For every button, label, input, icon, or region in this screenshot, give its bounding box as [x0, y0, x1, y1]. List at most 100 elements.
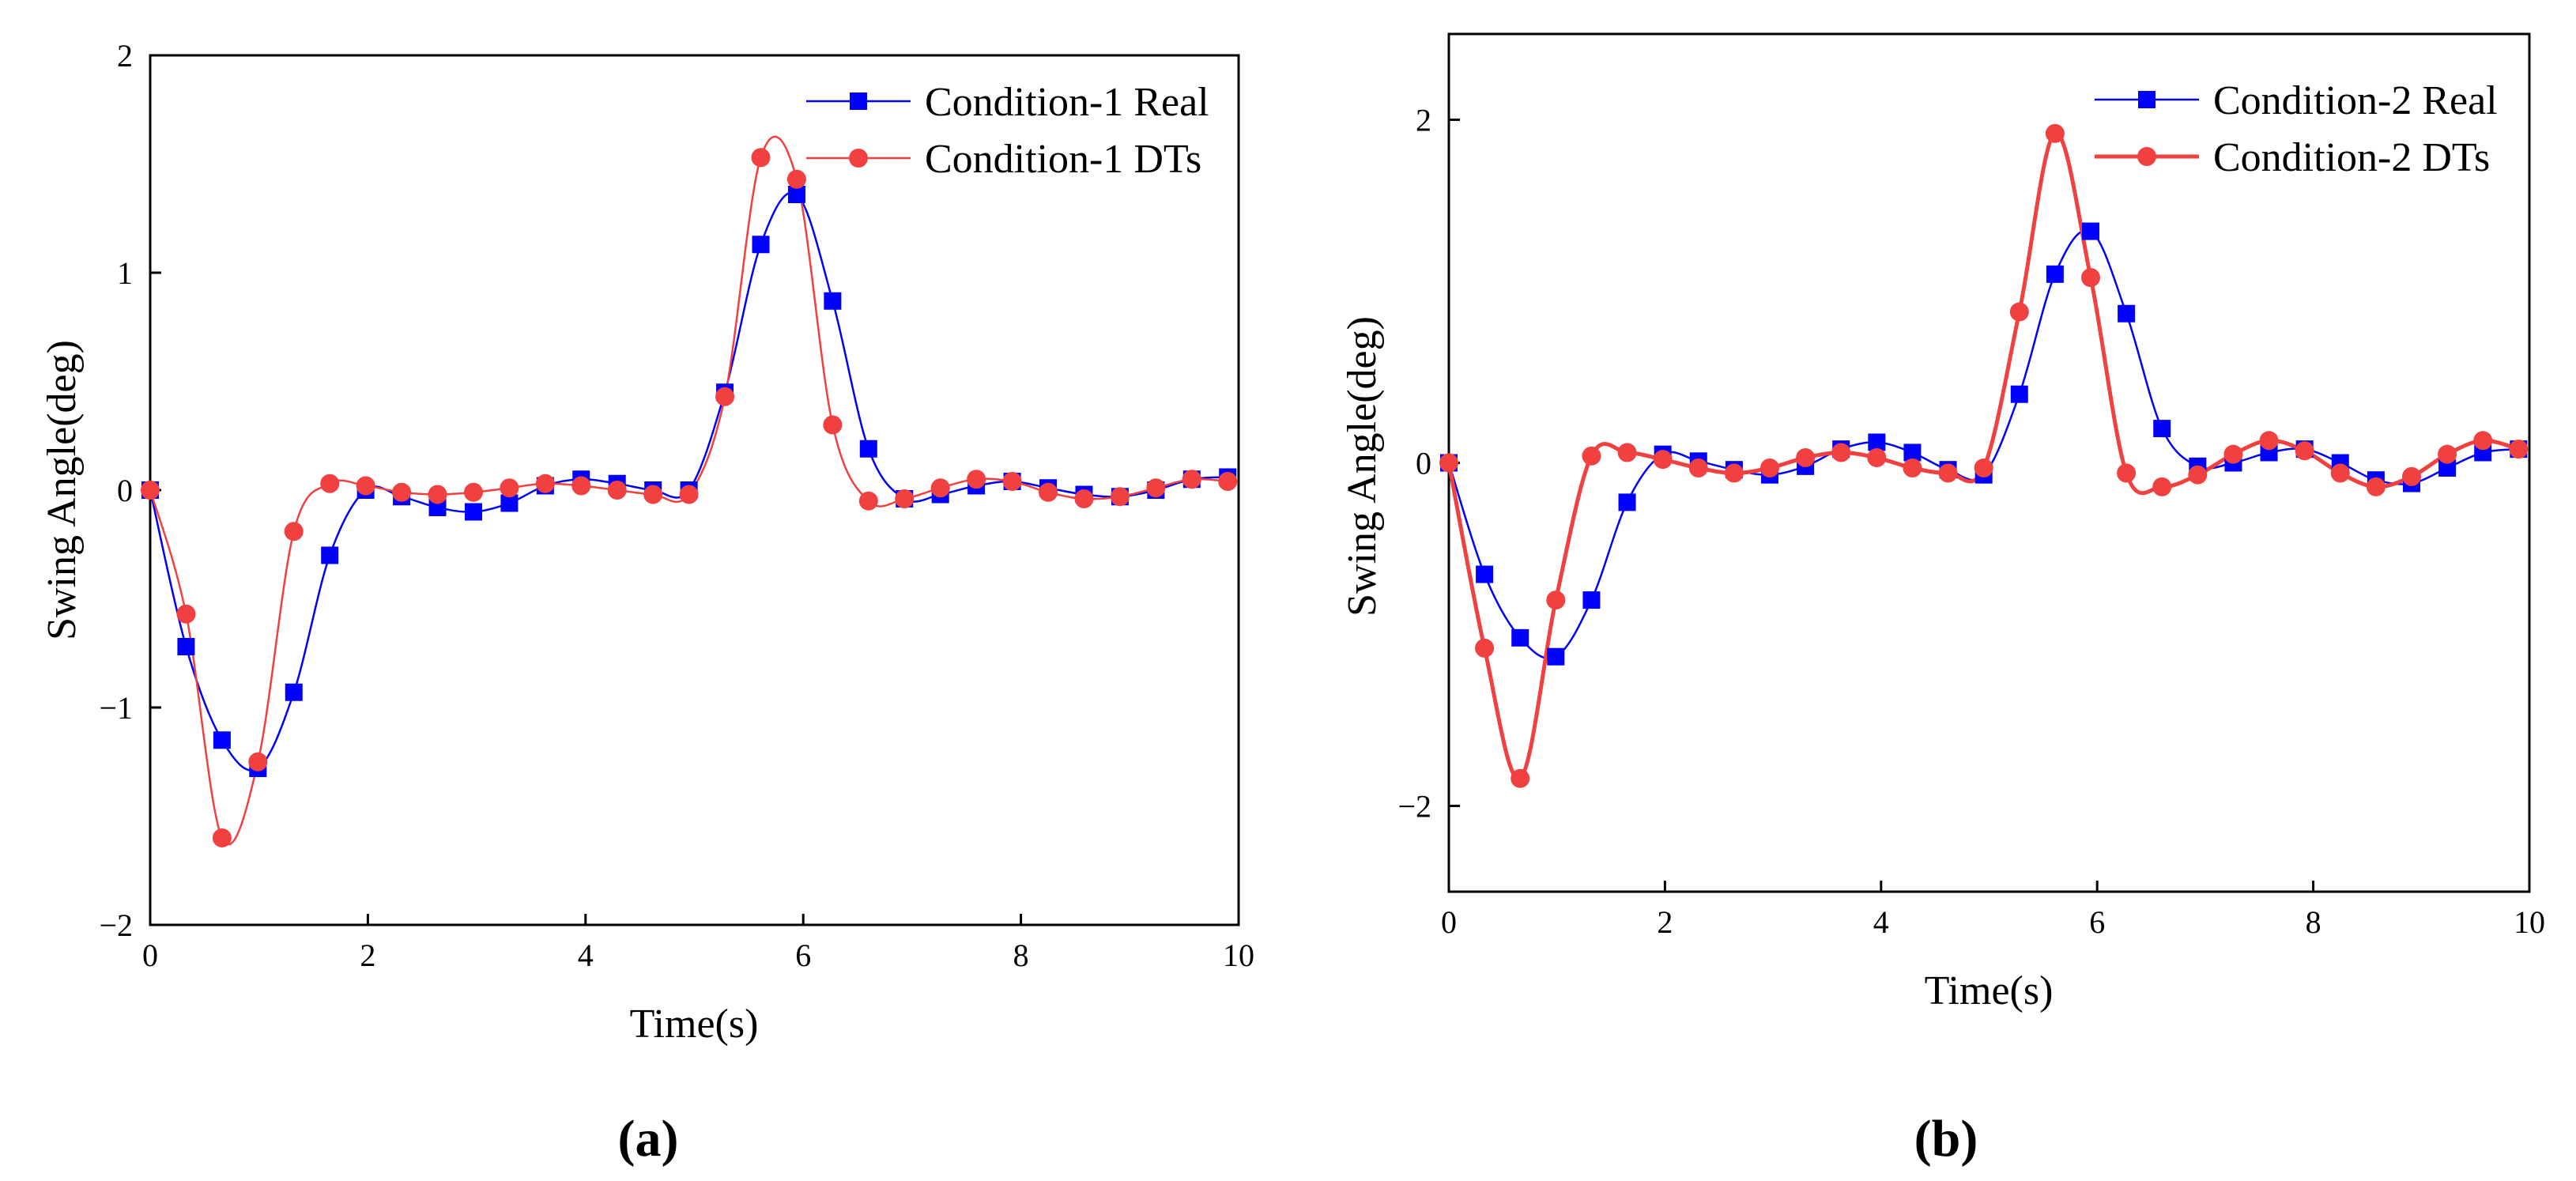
y-axis-title-a: Swing Angle(deg) — [40, 340, 85, 640]
data-point-circle — [1582, 446, 1601, 466]
legend-b: Condition-2 Real Condition-2 DTs — [2095, 78, 2498, 180]
panel-label-b: (b) — [1914, 1110, 1978, 1168]
data-point-circle — [2080, 268, 2100, 288]
axis-ticks-b — [1447, 119, 2531, 892]
x-tick-label: 10 — [1223, 938, 1254, 973]
data-point-square — [1547, 647, 1565, 666]
x-tick-label: 2 — [1657, 904, 1673, 940]
data-point-circle — [751, 148, 771, 168]
x-tick-label: 4 — [1873, 904, 1889, 940]
x-tick-label: 8 — [2306, 904, 2321, 940]
data-point-circle — [1938, 463, 1958, 483]
data-point-square — [859, 440, 877, 458]
series-lines-b — [1446, 131, 2519, 781]
data-point-circle — [1439, 453, 1458, 473]
data-point-square — [2046, 265, 2064, 283]
data-point-circle — [1110, 487, 1130, 507]
data-point-square — [464, 503, 482, 521]
data-point-circle — [1475, 638, 1495, 658]
data-point-circle — [2366, 477, 2386, 496]
legend-item-circle: Condition-2 DTs — [2095, 135, 2490, 180]
data-point-circle — [535, 474, 555, 493]
data-point-square — [2153, 420, 2171, 438]
legend-item-circle: Condition-1 DTs — [806, 137, 1201, 182]
data-point-square — [1582, 591, 1601, 609]
legend-marker-square — [850, 92, 867, 110]
data-point-square — [752, 236, 770, 254]
data-point-circle — [895, 489, 915, 508]
data-point-circle — [248, 752, 268, 772]
data-point-square — [177, 638, 195, 655]
tick-labels-a: 0 2 4 6 8 10 −2 −1 0 1 2 — [99, 38, 1254, 973]
data-point-circle — [1796, 447, 1816, 467]
x-tick-label: 0 — [1441, 904, 1457, 940]
x-tick-label: 0 — [142, 938, 158, 973]
x-tick-label: 6 — [795, 938, 811, 973]
y-tick-label: −2 — [1397, 789, 1431, 824]
data-point-circle — [1074, 489, 1094, 508]
y-tick-label: 2 — [1416, 103, 1431, 138]
data-point-circle — [176, 604, 196, 624]
data-point-circle — [1546, 590, 1566, 610]
data-point-square — [1511, 628, 1529, 647]
data-point-circle — [2009, 302, 2029, 322]
data-point-circle — [1617, 443, 1637, 462]
y-tick-label: 0 — [117, 473, 133, 508]
data-point-circle — [284, 522, 304, 541]
data-point-circle — [2438, 444, 2457, 464]
data-point-circle — [1724, 463, 1744, 483]
data-point-square — [2118, 304, 2136, 323]
legend-item-square: Condition-2 Real — [2095, 78, 2498, 123]
data-point-square — [2438, 459, 2457, 477]
data-point-circle — [930, 478, 950, 498]
data-point-circle — [1688, 458, 1708, 478]
x-tick-label: 4 — [578, 938, 594, 973]
data-point-circle — [571, 476, 591, 496]
legend-label: Condition-1 Real — [925, 80, 1209, 125]
data-point-circle — [1511, 768, 1530, 788]
data-point-circle — [823, 415, 843, 435]
data-point-square — [1868, 433, 1886, 451]
panel-label-a: (a) — [618, 1110, 679, 1168]
legend-a: Condition-1 Real Condition-1 DTs — [806, 80, 1209, 182]
y-tick-label: −1 — [99, 690, 133, 726]
data-point-circle — [1146, 478, 1166, 498]
data-point-circle — [643, 485, 663, 504]
data-point-circle — [2152, 477, 2172, 496]
data-point-square — [428, 499, 447, 516]
y-axis-title-b: Swing Angle(deg) — [1340, 316, 1385, 617]
legend-label: Condition-2 Real — [2213, 78, 2498, 123]
data-point-circle — [2295, 441, 2314, 461]
data-point-circle — [428, 485, 447, 504]
data-point-circle — [607, 481, 627, 500]
legend-marker-circle — [2137, 147, 2156, 166]
legend-marker-square — [2138, 91, 2155, 108]
chart-panel-b: 0 2 4 6 8 10−202 Condition-2 RealCondition-2 … — [1340, 32, 2545, 1168]
data-point-square — [787, 186, 805, 203]
data-point-circle — [463, 482, 483, 502]
x-axis-title-a: Time(s) — [630, 1002, 759, 1047]
data-point-circle — [320, 474, 340, 493]
x-tick-label: 2 — [360, 938, 375, 973]
y-tick-label: −2 — [99, 907, 133, 943]
data-point-square — [1903, 443, 1922, 462]
legend-label: Condition-1 DTs — [925, 137, 1201, 182]
data-point-circle — [356, 476, 375, 496]
data-point-circle — [212, 828, 232, 847]
data-point-square — [321, 546, 339, 564]
data-point-circle — [2330, 463, 2350, 483]
data-point-square — [824, 292, 842, 310]
data-point-circle — [2401, 466, 2421, 486]
data-point-circle — [1218, 472, 1238, 491]
series-line-circle-b — [1446, 131, 2519, 781]
data-point-square — [500, 494, 519, 512]
data-point-square — [2081, 222, 2099, 240]
data-point-square — [1618, 493, 1636, 511]
y-tick-label: 1 — [117, 255, 133, 291]
data-point-circle — [2473, 431, 2493, 451]
tick-labels-b: 0 2 4 6 8 10 −2 0 2 — [1397, 103, 2545, 941]
x-tick-label: 8 — [1013, 938, 1029, 973]
data-point-circle — [141, 481, 160, 500]
